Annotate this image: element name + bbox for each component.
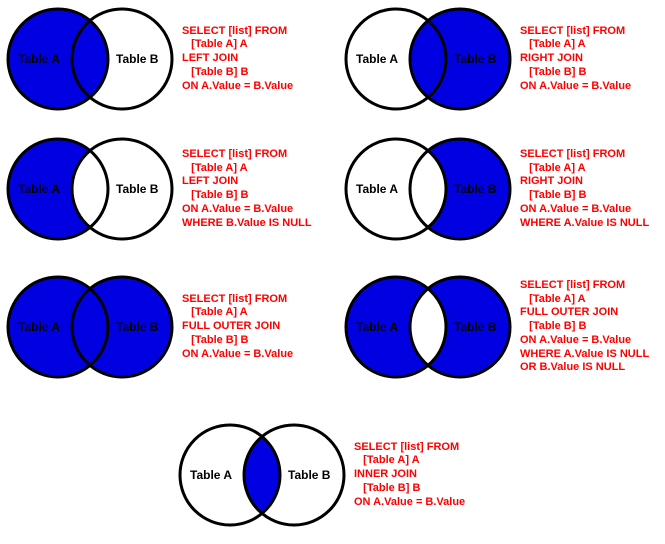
venn-wrap: Table A Table B [176,420,348,530]
sql-text: SELECT [list] FROM [Table A] A RIGHT JOI… [520,25,631,94]
join-cell-right-join: Table A Table B SELECT [list] FROM [Table … [342,4,631,114]
venn-label-a: Table A [356,52,398,66]
venn-wrap: Table A Table B [4,272,176,382]
join-cell-right-join-excl: Table A Table B SELECT [list] FROM [Table … [342,134,649,244]
venn-label-a: Table A [190,468,232,482]
venn-wrap: Table A Table B [4,134,176,244]
sql-text: SELECT [list] FROM [Table A] A LEFT JOIN… [182,148,312,231]
venn-label-b: Table B [116,52,158,66]
venn-label-b: Table B [116,320,158,334]
venn-label-b: Table B [288,468,330,482]
join-cell-inner-join: Table A Table B SELECT [list] FROM [Table … [176,420,465,530]
sql-text: SELECT [list] FROM [Table A] A INNER JOI… [354,441,465,510]
venn-label-a: Table A [356,320,398,334]
venn-label-b: Table B [454,182,496,196]
sql-text: SELECT [list] FROM [Table A] A LEFT JOIN… [182,25,293,94]
venn-wrap: Table A Table B [4,4,176,114]
venn-wrap: Table A Table B [342,272,514,382]
venn-wrap: Table A Table B [342,4,514,114]
venn-label-a: Table A [18,182,60,196]
join-cell-full-outer-join-excl: Table A Table B SELECT [list] FROM [Table … [342,272,649,382]
join-cell-left-join: Table A Table B SELECT [list] FROM [Table … [4,4,293,114]
venn-label-b: Table B [454,320,496,334]
venn-label-a: Table A [18,52,60,66]
venn-label-b: Table B [454,52,496,66]
venn-wrap: Table A Table B [342,134,514,244]
sql-text: SELECT [list] FROM [Table A] A FULL OUTE… [520,279,649,375]
join-cell-left-join-excl: Table A Table B SELECT [list] FROM [Table … [4,134,312,244]
venn-label-a: Table A [18,320,60,334]
join-cell-full-outer-join: Table A Table B SELECT [list] FROM [Table … [4,272,293,382]
sql-text: SELECT [list] FROM [Table A] A RIGHT JOI… [520,148,649,231]
sql-text: SELECT [list] FROM [Table A] A FULL OUTE… [182,293,293,362]
venn-label-a: Table A [356,182,398,196]
venn-label-b: Table B [116,182,158,196]
